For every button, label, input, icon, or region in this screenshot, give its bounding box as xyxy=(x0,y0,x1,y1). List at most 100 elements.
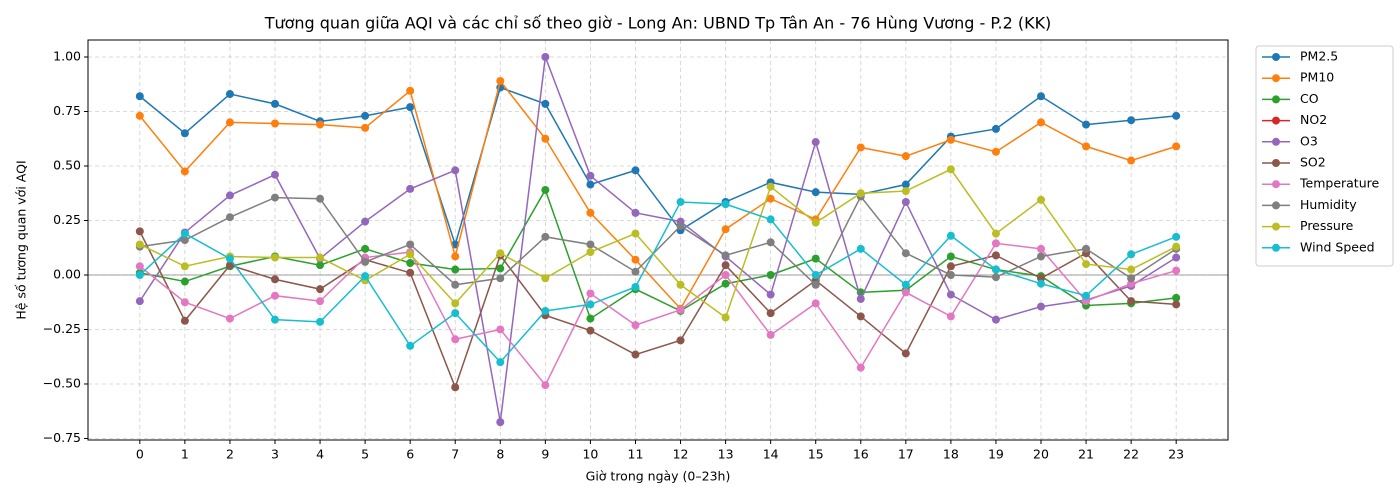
data-point xyxy=(496,264,505,273)
data-point xyxy=(316,253,325,262)
data-point xyxy=(1172,142,1181,151)
data-point xyxy=(361,244,370,253)
data-point xyxy=(991,229,1000,238)
data-point xyxy=(1172,242,1181,251)
data-point xyxy=(270,291,279,300)
data-point xyxy=(1172,293,1181,302)
data-point xyxy=(1172,300,1181,309)
data-point xyxy=(135,262,144,271)
data-point xyxy=(541,185,550,194)
legend-marker xyxy=(1272,74,1280,83)
x-tick-label: 13 xyxy=(718,447,734,462)
data-point xyxy=(270,315,279,324)
data-point xyxy=(901,280,910,289)
data-point xyxy=(180,277,189,286)
data-point xyxy=(496,76,505,85)
x-tick-label: 4 xyxy=(316,447,324,462)
data-point xyxy=(541,53,550,62)
x-tick-label: 10 xyxy=(582,447,598,462)
data-point xyxy=(991,239,1000,248)
data-point xyxy=(766,270,775,279)
data-point xyxy=(766,309,775,318)
data-point xyxy=(1082,291,1091,300)
data-point xyxy=(1037,195,1046,204)
y-tick-label: 0.25 xyxy=(53,212,81,227)
data-point xyxy=(225,213,234,222)
data-point xyxy=(901,349,910,358)
data-point xyxy=(901,197,910,206)
data-point xyxy=(721,261,730,270)
data-point xyxy=(406,258,415,267)
data-point xyxy=(721,279,730,288)
legend-label: O3 xyxy=(1300,133,1318,148)
data-point xyxy=(135,240,144,249)
data-point xyxy=(316,120,325,129)
data-point xyxy=(496,274,505,283)
data-point xyxy=(991,273,1000,282)
series-line xyxy=(139,56,1177,423)
data-point xyxy=(135,92,144,101)
data-point xyxy=(496,358,505,367)
data-point xyxy=(1172,232,1181,241)
series-line xyxy=(139,188,1177,320)
data-point xyxy=(1127,274,1136,283)
data-point xyxy=(586,314,595,323)
data-point xyxy=(946,165,955,174)
legend-marker xyxy=(1272,53,1280,61)
series-line xyxy=(139,195,1177,287)
data-point xyxy=(135,297,144,306)
data-point xyxy=(856,244,865,253)
x-tick-label: 9 xyxy=(541,447,549,462)
data-point xyxy=(1037,252,1046,261)
data-point xyxy=(1127,265,1136,274)
data-point xyxy=(946,312,955,321)
legend-label: SO2 xyxy=(1300,155,1326,170)
data-point xyxy=(586,208,595,217)
data-point xyxy=(856,363,865,372)
data-point xyxy=(631,282,640,291)
data-point xyxy=(451,309,460,318)
data-point xyxy=(1082,120,1091,129)
legend-marker xyxy=(1272,201,1280,210)
legend-marker xyxy=(1272,243,1280,252)
data-point xyxy=(586,248,595,257)
data-point xyxy=(180,316,189,325)
data-point xyxy=(811,270,820,279)
data-point xyxy=(631,229,640,238)
data-point xyxy=(586,289,595,298)
data-point xyxy=(361,257,370,266)
data-point xyxy=(991,124,1000,133)
data-point xyxy=(541,381,550,390)
series-line xyxy=(139,168,1177,319)
data-point xyxy=(946,231,955,240)
data-point xyxy=(135,270,144,279)
data-point xyxy=(1127,156,1136,165)
data-point xyxy=(721,251,730,260)
data-point xyxy=(225,90,234,99)
data-point xyxy=(496,418,505,427)
data-point xyxy=(1037,118,1046,127)
data-point xyxy=(766,290,775,299)
y-tick-label: −0.75 xyxy=(43,430,81,445)
data-point xyxy=(1037,244,1046,253)
x-tick-label: 2 xyxy=(226,447,234,462)
data-point xyxy=(541,99,550,108)
data-point xyxy=(406,86,415,95)
series-line xyxy=(139,201,1177,364)
data-point xyxy=(1127,116,1136,125)
data-point xyxy=(991,251,1000,260)
data-point xyxy=(316,317,325,326)
data-point xyxy=(586,300,595,309)
data-point xyxy=(451,335,460,344)
data-point xyxy=(631,255,640,264)
x-tick-label: 19 xyxy=(988,447,1004,462)
data-point xyxy=(1082,260,1091,269)
x-tick-label: 8 xyxy=(496,447,504,462)
y-tick-label: 0.75 xyxy=(53,103,81,118)
data-point xyxy=(766,182,775,191)
data-point xyxy=(406,268,415,277)
x-tick-label: 12 xyxy=(673,447,689,462)
legend-label: Pressure xyxy=(1300,218,1354,233)
y-tick-label: 1.00 xyxy=(53,49,81,64)
